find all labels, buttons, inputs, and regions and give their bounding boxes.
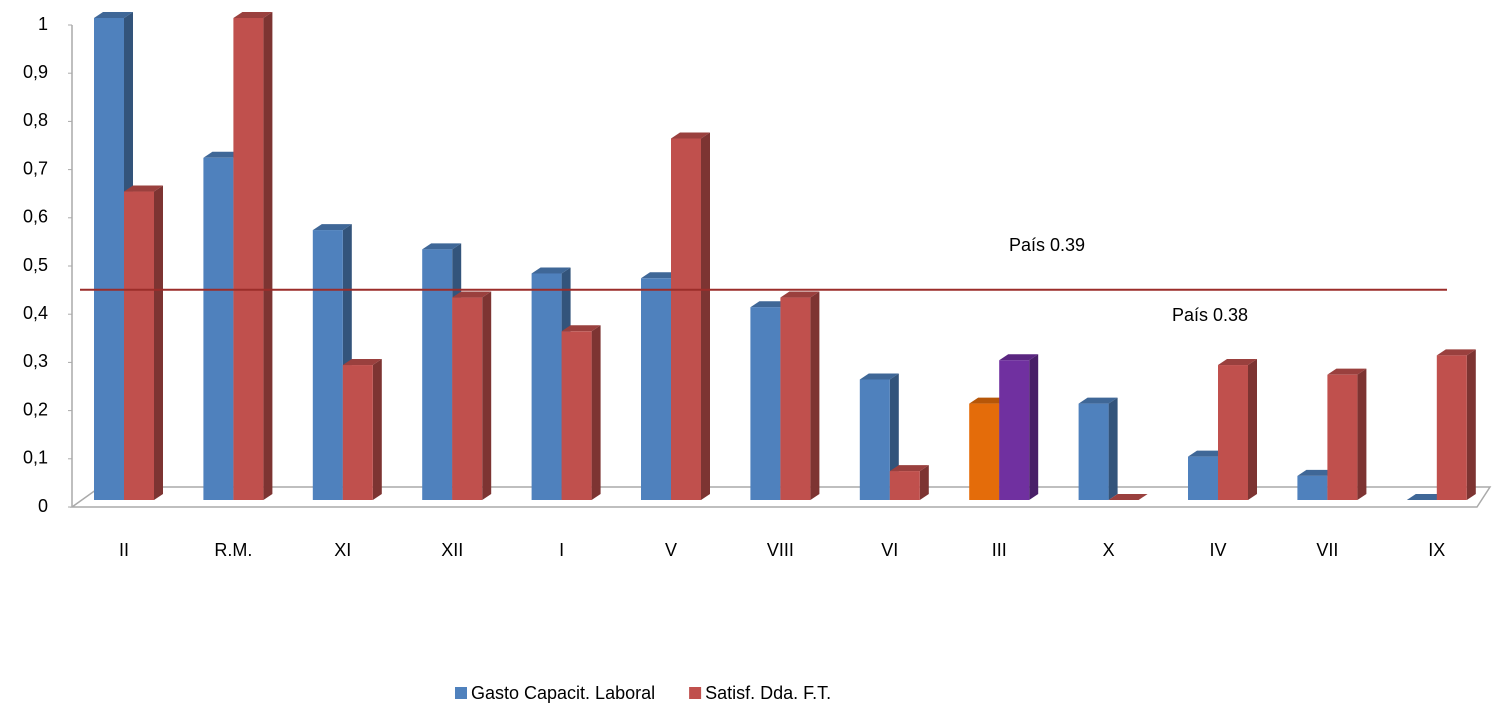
bar-top [999,354,1039,361]
y-tick-label: 0,2 [23,399,48,419]
y-tick-label: 0,1 [23,448,48,468]
bar [641,278,671,500]
bar [422,249,453,500]
bar [561,331,592,500]
bar-top [561,325,601,332]
bar-side [372,359,382,500]
y-tick-label: 0,5 [23,255,48,275]
bar-top [94,12,133,18]
bar-side [1466,349,1476,500]
bar [531,273,562,500]
bar [780,297,811,500]
bar [889,471,920,500]
bar [203,157,234,500]
bar-side [701,132,710,500]
bar-top [1297,469,1337,476]
bar [1078,403,1109,500]
bar-top [671,132,710,139]
legend-swatch [455,687,467,699]
bar [1327,374,1358,500]
bar [1297,475,1328,500]
bar-side [1108,397,1118,500]
bar-side [263,12,273,500]
bar-top [1406,494,1446,500]
bar-side [1248,359,1257,500]
bar [999,360,1030,500]
annotation: País 0.38 [1172,305,1248,325]
y-tick-label: 1 [38,14,48,34]
bar-top [1218,359,1257,366]
bar [1218,365,1248,500]
bar-side [482,291,492,500]
bar [452,297,483,500]
x-tick-label: IV [1209,540,1226,560]
bar-top [1436,349,1476,356]
bar [1188,456,1218,500]
annotation: País 0.39 [1009,235,1085,255]
bar-top [969,397,1009,404]
bar [312,230,343,500]
bar-top [1188,450,1227,457]
bar [1436,355,1467,500]
legend-label: Satisf. Dda. F.T. [705,683,831,703]
x-tick-label: VII [1316,540,1338,560]
x-tick-label: V [665,540,677,560]
x-tick-label: VI [881,540,898,560]
bar-top [452,291,492,298]
y-tick-label: 0 [38,496,48,516]
bar-top [124,185,163,192]
bar-top [750,301,790,308]
y-tick-label: 0,8 [23,110,48,130]
bar-top [531,267,571,274]
y-tick-label: 0,4 [23,303,48,323]
x-tick-label: III [992,540,1007,560]
bar-top [780,291,820,298]
bar [969,403,1000,500]
bar [94,18,124,500]
x-tick-label: R.M. [214,540,252,560]
legend-swatch [689,687,702,699]
x-tick-label: II [119,540,129,560]
bar-top [233,12,273,18]
y-tick-label: 0,3 [23,351,48,371]
x-tick-label: VIII [767,540,794,560]
bar [859,379,890,500]
x-tick-label: I [559,540,564,560]
bar-top [641,272,680,279]
bar-side [154,185,163,500]
bar-side [1029,354,1039,500]
x-tick-label: XII [441,540,463,560]
bar-side [810,291,820,500]
bar-top [889,465,929,472]
x-tick-label: X [1103,540,1115,560]
bar-top [422,243,462,250]
bar-side [1357,368,1367,500]
bar-top [1108,494,1148,500]
bar [342,365,373,500]
bar [124,191,154,500]
bar-top [859,373,899,380]
bar-side [591,325,601,500]
legend-label: Gasto Capacit. Laboral [471,683,655,703]
x-tick-label: XI [334,540,351,560]
x-tick-label: IX [1428,540,1445,560]
bar-top [1078,397,1118,404]
bar-top [312,224,352,231]
floor [69,486,1492,508]
bar [750,307,781,500]
y-tick-label: 0,6 [23,207,48,227]
y-tick-label: 0,9 [23,62,48,82]
bar [671,138,701,500]
y-tick-label: 0,7 [23,158,48,178]
bar-top [342,359,382,366]
bar [233,18,264,500]
bar-side [919,465,929,500]
bar-top [203,151,243,158]
bar-top [1327,368,1367,375]
